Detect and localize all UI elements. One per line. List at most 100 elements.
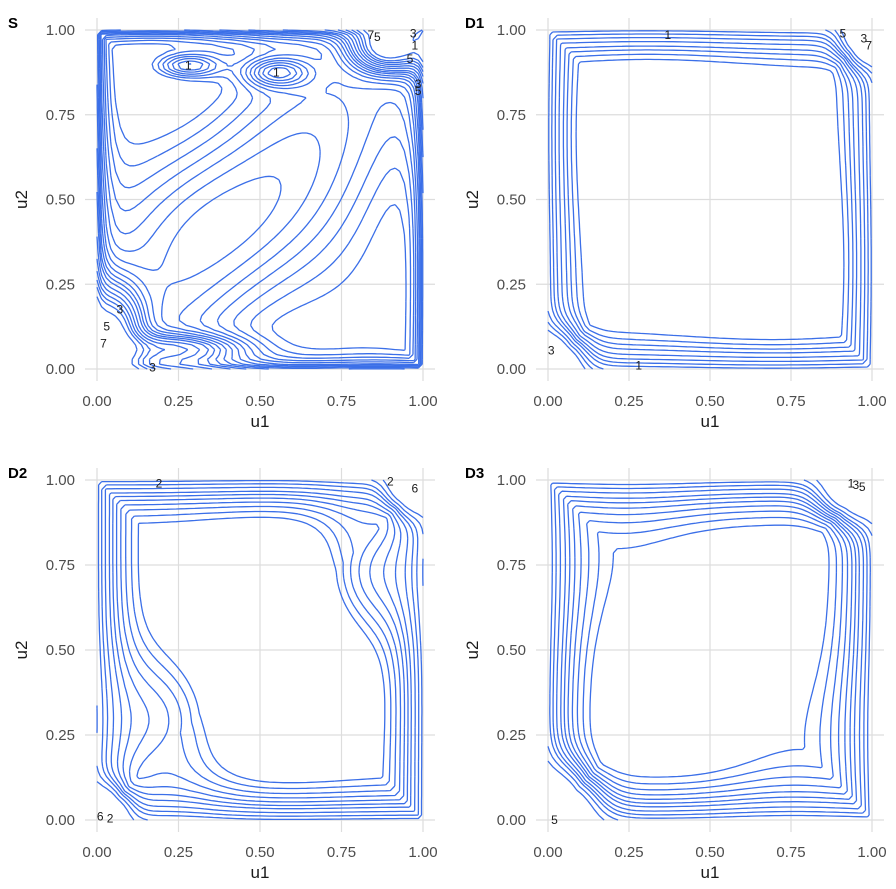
contour-line [96,479,424,821]
x-axis-label: u1 [701,412,720,431]
x-axis-label: u1 [701,863,720,882]
y-tick-label: 0.50 [497,642,526,659]
contour-line [552,484,868,816]
x-tick-label: 0.25 [614,844,643,861]
contour-line [104,486,416,814]
y-axis-label: u2 [12,190,31,209]
contour-line [125,505,397,795]
contour-line [115,497,406,803]
contour-line [103,35,417,362]
contour-line [570,53,850,346]
x-tick-label: 1.00 [857,844,886,861]
contour-line [101,33,419,364]
x-tick-label: 0.25 [164,844,193,861]
x-tick-label: 1.00 [408,844,437,861]
x-axis-label: u1 [251,412,270,431]
contour-label: 5 [551,813,558,827]
contour-line [99,31,421,367]
contour-line [112,493,409,807]
contour-line [120,501,402,799]
x-tick-label: 0.50 [695,844,724,861]
contour-line [130,510,392,790]
contour-line [137,516,386,784]
y-tick-label: 0.75 [46,557,75,574]
x-tick-label: 1.00 [408,393,437,410]
contour-line [96,29,424,370]
contour-label: 1 [848,476,855,490]
y-tick-label: 1.00 [497,472,526,489]
panel-s: 0.00 0.25 0.50 0.75 1.00 0.00 0.25 0.50 0.75 1.00… [8,15,438,431]
y-tick-label: 0.25 [497,727,526,744]
contour-line [560,492,860,808]
contour-line [96,29,424,370]
contour-label: 1 [665,28,672,42]
x-tick-label: 0.00 [533,844,562,861]
contour-label: 1 [412,38,419,52]
contour-label: 1 [273,65,280,79]
y-tick-label: 0.50 [46,642,75,659]
contour-label: 2 [107,811,114,825]
contour-line [567,500,853,800]
contour-label: 7 [367,28,374,42]
contour-line [108,490,412,810]
contour-label: 7 [865,38,872,52]
contour-line [105,37,415,359]
contour-label: 2 [156,476,163,490]
x-tick-label: 0.25 [164,393,193,410]
panel-tag: D1 [465,15,484,32]
y-axis-label: u2 [463,190,482,209]
contour-line [96,479,424,821]
contour-line [554,36,866,363]
contour-line [556,488,865,812]
contour-line [111,43,407,351]
contour-line [548,30,872,369]
y-tick-label: 0.75 [46,107,75,124]
panel-tag: D3 [465,465,484,482]
contour-line [100,32,420,366]
contour-label: 6 [412,482,419,496]
y-tick-label: 0.25 [46,727,75,744]
contour-line [96,29,424,369]
x-tick-label: 0.50 [695,393,724,410]
contour-line [96,29,424,370]
contour-line [98,30,423,368]
panel-d2: 0.00 0.25 0.50 0.75 1.00 0.00 0.25 0.50 0.75 1.00… [8,465,438,882]
contour-line [575,58,845,341]
x-tick-label: 0.25 [614,393,643,410]
y-tick-label: 0.75 [497,557,526,574]
contour-label: 1 [185,59,192,73]
contour-line [96,29,424,370]
y-tick-label: 0.00 [497,812,526,829]
contour-label: 6 [97,810,104,824]
contour-line [566,49,854,350]
contour-line [547,29,873,370]
contour-label: 3 [116,303,123,317]
contour-line [551,33,869,366]
contour-line [547,29,873,370]
contour-label: 5 [859,480,866,494]
x-tick-label: 0.50 [245,393,274,410]
contour-label: 2 [387,475,394,489]
x-tick-label: 0.75 [327,844,356,861]
contour-line [96,29,424,370]
contour-line [101,483,420,817]
y-tick-label: 0.50 [46,192,75,209]
contour-label: 5 [415,84,422,98]
contour-label: 5 [407,52,414,66]
panel-d3: 0.00 0.25 0.50 0.75 1.00 0.00 0.25 0.50 0.75 1.00… [463,465,887,882]
y-tick-label: 1.00 [46,472,75,489]
contour-line [576,510,844,791]
y-tick-label: 0.00 [46,361,75,378]
contour-line [547,29,873,370]
contour-line [558,40,862,359]
contour-label: 3 [415,77,422,91]
contour-line [571,505,849,796]
panel-tag: D2 [8,465,27,482]
panel-tag: S [8,15,18,32]
y-tick-label: 0.25 [497,276,526,293]
y-tick-label: 1.00 [46,22,75,39]
panel-d1: 0.00 0.25 0.50 0.75 1.00 0.00 0.25 0.50 0.75 1.00… [463,15,887,431]
contour-line [96,29,424,370]
contour-line [547,479,873,821]
